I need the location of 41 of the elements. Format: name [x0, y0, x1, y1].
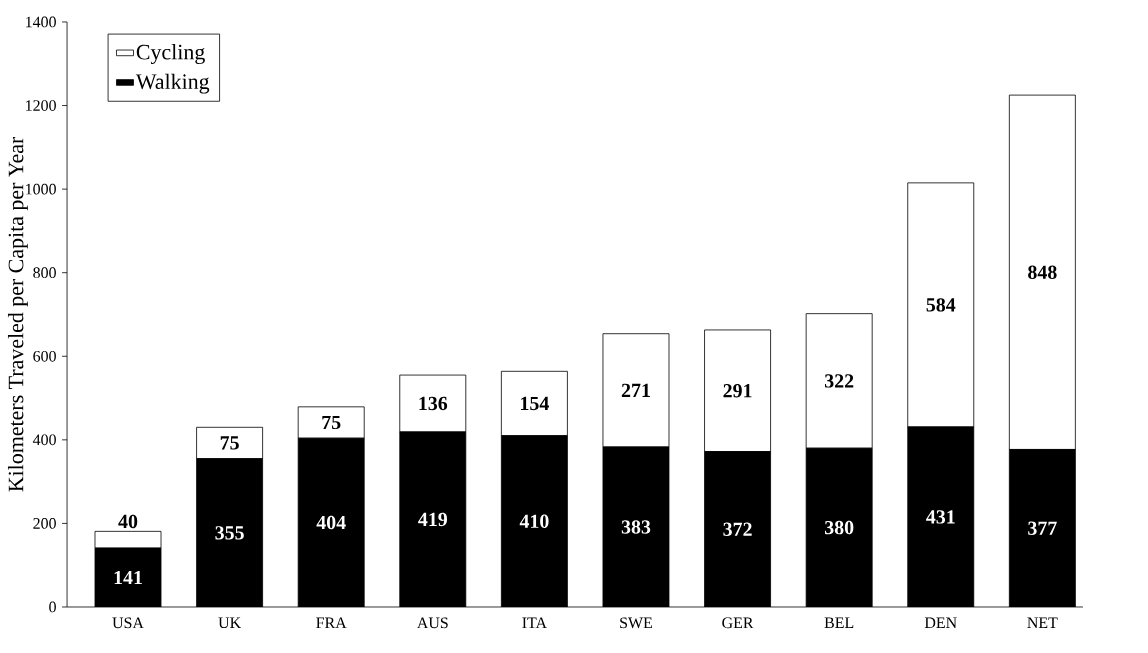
data-label: 431 [926, 510, 955, 524]
data-label: 419 [418, 512, 448, 527]
y-tick-label: 200 [33, 518, 56, 529]
x-tick-label: GER [722, 617, 754, 629]
x-tick-label: AUS [417, 617, 448, 629]
data-label: 410 [519, 514, 549, 529]
legend-label: Walking [135, 73, 210, 94]
data-label: 380 [824, 520, 854, 535]
data-label: 271 [621, 383, 650, 397]
x-tick-label: SWE [620, 617, 652, 629]
data-label: 377 [1028, 521, 1057, 535]
x-tick-label: FRA [316, 617, 347, 629]
x-tick-label: DEN [924, 617, 957, 628]
y-axis-title: Kilometers Traveled per Capita per Year [7, 136, 28, 492]
y-tick-label: 0 [49, 601, 56, 613]
data-label: 75 [220, 436, 239, 450]
data-label: 40 [118, 514, 138, 529]
legend-label: Cycling [136, 44, 205, 65]
data-label: 404 [316, 515, 346, 530]
data-label: 322 [824, 374, 854, 388]
y-tick-label: 1400 [26, 16, 56, 28]
x-tick-label: BEL [824, 617, 854, 628]
x-tick-label: USA [112, 617, 144, 629]
data-label: 372 [723, 522, 752, 536]
data-label: 383 [621, 520, 651, 534]
data-label: 291 [723, 384, 752, 398]
y-tick-label: 600 [33, 350, 56, 362]
data-label: 355 [215, 526, 244, 540]
y-tick-label: 400 [32, 434, 56, 446]
data-label: 584 [926, 298, 956, 312]
y-tick-label: 800 [33, 267, 56, 279]
x-tick-label: UK [218, 617, 241, 629]
y-tick-label: 1200 [26, 100, 56, 111]
x-tick-label: ITA [522, 617, 547, 629]
x-tick-label: NET [1027, 617, 1058, 628]
data-label: 75 [322, 415, 341, 430]
data-label: 848 [1028, 265, 1057, 279]
y-tick-label: 1000 [26, 183, 56, 195]
data-label: 141 [114, 570, 142, 585]
data-label: 154 [521, 396, 549, 411]
data-label: 136 [419, 396, 448, 411]
